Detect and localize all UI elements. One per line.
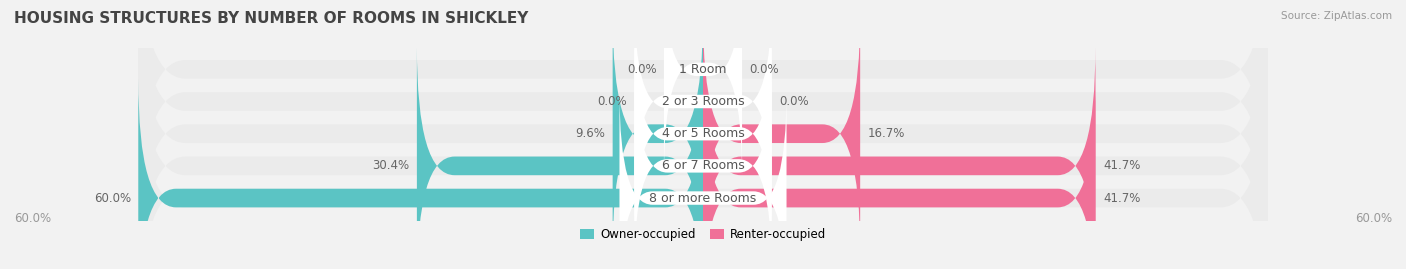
FancyBboxPatch shape: [138, 0, 1268, 269]
Text: 30.4%: 30.4%: [373, 159, 409, 172]
Text: 9.6%: 9.6%: [575, 127, 605, 140]
Text: 16.7%: 16.7%: [868, 127, 905, 140]
Text: 41.7%: 41.7%: [1102, 192, 1140, 204]
Text: 60.0%: 60.0%: [14, 211, 51, 225]
Text: 6 or 7 Rooms: 6 or 7 Rooms: [662, 159, 744, 172]
FancyBboxPatch shape: [703, 79, 1095, 269]
FancyBboxPatch shape: [664, 0, 742, 175]
Text: HOUSING STRUCTURES BY NUMBER OF ROOMS IN SHICKLEY: HOUSING STRUCTURES BY NUMBER OF ROOMS IN…: [14, 11, 529, 26]
Text: 1 Room: 1 Room: [679, 63, 727, 76]
Legend: Owner-occupied, Renter-occupied: Owner-occupied, Renter-occupied: [575, 223, 831, 246]
FancyBboxPatch shape: [138, 14, 1268, 269]
FancyBboxPatch shape: [138, 0, 1268, 221]
Text: 0.0%: 0.0%: [598, 95, 627, 108]
FancyBboxPatch shape: [138, 47, 1268, 269]
FancyBboxPatch shape: [613, 14, 703, 253]
Text: 41.7%: 41.7%: [1102, 159, 1140, 172]
Text: 0.0%: 0.0%: [749, 63, 779, 76]
FancyBboxPatch shape: [703, 14, 860, 253]
Text: 0.0%: 0.0%: [779, 95, 808, 108]
FancyBboxPatch shape: [138, 79, 703, 269]
Text: 0.0%: 0.0%: [627, 63, 657, 76]
FancyBboxPatch shape: [634, 28, 772, 240]
FancyBboxPatch shape: [418, 47, 703, 269]
Text: 2 or 3 Rooms: 2 or 3 Rooms: [662, 95, 744, 108]
Text: 60.0%: 60.0%: [1355, 211, 1392, 225]
FancyBboxPatch shape: [634, 0, 772, 207]
FancyBboxPatch shape: [634, 60, 772, 269]
FancyBboxPatch shape: [138, 0, 1268, 253]
FancyBboxPatch shape: [703, 47, 1095, 269]
Text: 60.0%: 60.0%: [94, 192, 131, 204]
FancyBboxPatch shape: [620, 92, 786, 269]
Text: 4 or 5 Rooms: 4 or 5 Rooms: [662, 127, 744, 140]
Text: Source: ZipAtlas.com: Source: ZipAtlas.com: [1281, 11, 1392, 21]
Text: 8 or more Rooms: 8 or more Rooms: [650, 192, 756, 204]
